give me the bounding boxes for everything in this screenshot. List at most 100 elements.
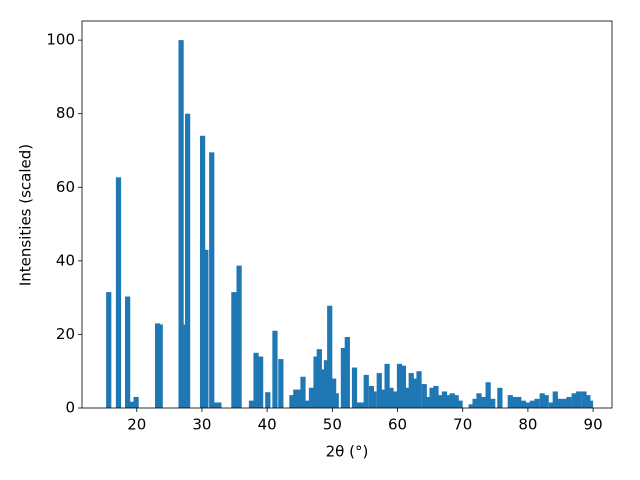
bar <box>476 393 482 408</box>
bar <box>289 395 295 408</box>
x-tick-label: 80 <box>518 416 537 434</box>
bar <box>520 400 526 408</box>
x-tick-label: 90 <box>584 416 603 434</box>
bar <box>216 402 222 408</box>
bar <box>480 396 486 408</box>
plot-frame <box>81 20 613 409</box>
bar <box>272 330 278 408</box>
bar <box>313 356 319 408</box>
bar <box>576 391 582 408</box>
bar <box>133 396 139 408</box>
x-tick-label: 70 <box>453 416 472 434</box>
bar <box>351 367 358 408</box>
y-tick-label: 100 <box>46 31 75 49</box>
bar <box>429 387 435 408</box>
bar <box>359 402 365 408</box>
bar <box>392 391 399 408</box>
bar <box>178 40 184 409</box>
bar <box>199 135 206 408</box>
bar <box>534 398 540 408</box>
bar <box>258 356 264 408</box>
bar <box>380 389 386 408</box>
bar <box>581 391 587 408</box>
y-axis-label: Intensities (scaled) <box>17 144 35 286</box>
bar <box>412 378 418 408</box>
bar <box>344 337 350 408</box>
bar <box>203 249 209 408</box>
bar <box>316 349 322 408</box>
bar <box>404 387 410 408</box>
bar <box>511 396 517 408</box>
x-tick-label: 30 <box>192 416 211 434</box>
bar <box>441 391 448 408</box>
bar <box>320 369 326 408</box>
bar <box>185 113 191 408</box>
bar <box>106 292 112 408</box>
bar <box>157 324 163 408</box>
bar <box>265 392 271 408</box>
bar <box>388 387 394 408</box>
bar <box>507 395 513 408</box>
bar <box>445 395 451 408</box>
bar <box>248 400 255 408</box>
bar <box>115 177 122 408</box>
bar <box>327 305 333 408</box>
bar <box>566 396 572 408</box>
bar <box>209 152 215 408</box>
bar <box>529 400 536 408</box>
bar <box>125 296 131 408</box>
bar <box>562 398 568 408</box>
bar <box>371 391 377 408</box>
bar <box>308 387 315 408</box>
bar <box>408 373 414 408</box>
y-tick-label: 40 <box>56 251 75 269</box>
bar <box>300 376 306 408</box>
bar <box>557 398 563 408</box>
bar <box>376 373 382 408</box>
y-tick-label: 80 <box>56 104 75 122</box>
bar <box>485 382 491 408</box>
bar <box>253 352 259 408</box>
bar <box>472 398 478 408</box>
bar <box>468 404 474 408</box>
bar <box>490 398 496 408</box>
bar <box>363 374 369 408</box>
bar <box>416 371 422 408</box>
bar <box>453 395 459 408</box>
bar <box>525 402 531 408</box>
bar <box>231 292 237 408</box>
bar <box>548 402 554 408</box>
bar <box>236 265 242 408</box>
bar <box>368 385 375 408</box>
x-axis-label: 2θ (°) <box>326 443 369 461</box>
bar <box>516 396 522 408</box>
x-tick-label: 60 <box>388 416 407 434</box>
bar <box>384 363 390 408</box>
bar <box>396 363 403 408</box>
bar <box>437 395 443 408</box>
bar <box>425 396 431 408</box>
bar <box>293 389 299 408</box>
y-tick-label: 60 <box>56 178 75 196</box>
bar <box>304 400 310 408</box>
bar <box>182 324 188 408</box>
bar <box>421 384 427 408</box>
bar <box>457 400 463 408</box>
bar <box>128 401 134 408</box>
bar <box>213 402 219 408</box>
x-tick-label: 40 <box>258 416 277 434</box>
bar <box>539 393 545 408</box>
y-tick-label: 20 <box>56 325 75 343</box>
bar <box>587 400 594 408</box>
bar <box>340 348 347 408</box>
x-tick-label: 20 <box>127 416 146 434</box>
bar <box>449 393 455 408</box>
bar <box>400 365 406 408</box>
bar <box>278 359 284 408</box>
y-tick-label: 0 <box>65 399 75 417</box>
x-tick-label: 50 <box>323 416 342 434</box>
bar <box>552 391 558 408</box>
bar <box>543 395 549 408</box>
bar <box>433 385 439 408</box>
